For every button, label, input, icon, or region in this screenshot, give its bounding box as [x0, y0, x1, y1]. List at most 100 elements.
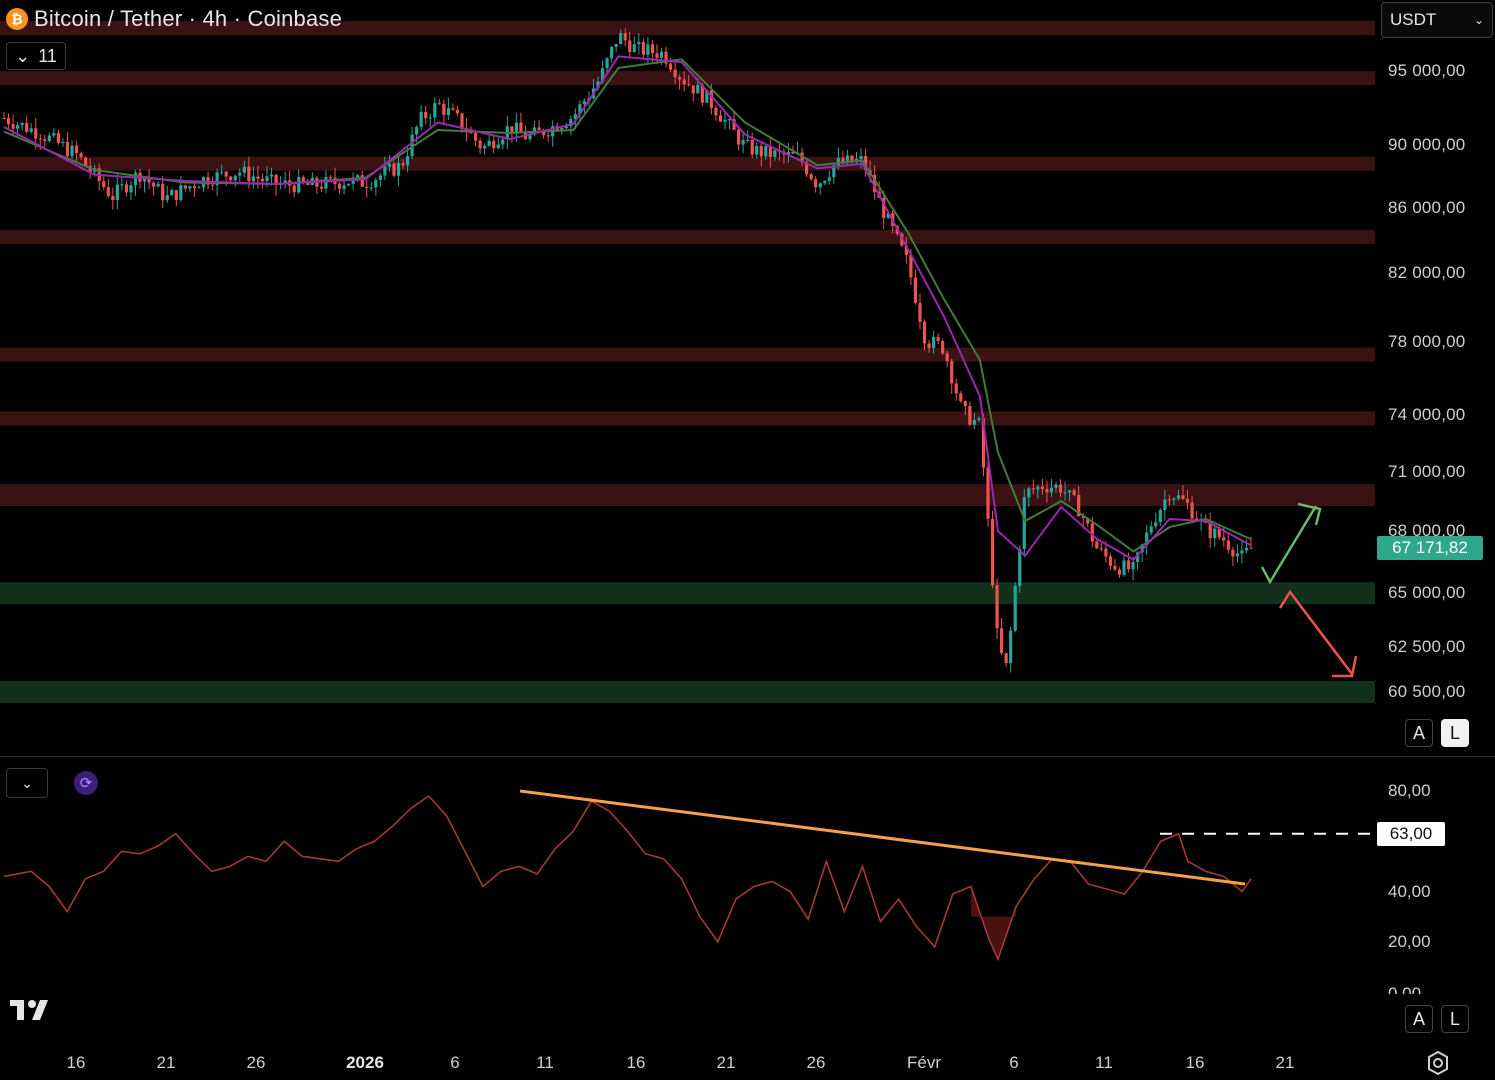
resistance-zone[interactable]: [0, 156, 1375, 171]
candle-body: [1222, 537, 1226, 541]
candle-body: [215, 172, 219, 186]
candle-body: [922, 321, 927, 344]
rsi-auto-scale-button[interactable]: A: [1405, 1005, 1433, 1033]
candle-body: [655, 53, 659, 58]
candle-body: [410, 134, 414, 157]
candle-body: [927, 343, 931, 349]
candle-body: [451, 108, 455, 110]
candle-body: [582, 101, 587, 105]
resistance-zone[interactable]: [0, 21, 1375, 35]
candle-body: [469, 132, 473, 134]
candle-body: [664, 51, 668, 64]
candle-body: [437, 103, 441, 105]
candle-body: [70, 145, 74, 157]
resistance-zone[interactable]: [0, 411, 1375, 426]
time-axis-label: 6: [1009, 1053, 1019, 1072]
time-axis-label: 11: [1095, 1053, 1113, 1072]
candle-body: [823, 180, 827, 184]
time-axis-label: 21: [156, 1053, 176, 1072]
candle-body: [1077, 494, 1081, 517]
candle-body: [328, 176, 333, 178]
candle-body: [1004, 653, 1008, 664]
candle-body: [401, 163, 405, 166]
rsi-chart[interactable]: [0, 757, 1495, 1037]
resistance-zone[interactable]: [0, 229, 1375, 244]
candle-body: [473, 133, 478, 141]
candle-body: [360, 175, 364, 187]
tradingview-logo: [10, 1000, 48, 1020]
candle-body: [229, 176, 233, 181]
rsi-oversold-fill: [970, 886, 1017, 960]
candle-body: [56, 133, 61, 144]
support-zone[interactable]: [0, 681, 1375, 703]
resistance-zone[interactable]: [0, 484, 1375, 507]
auto-scale-button[interactable]: A: [1405, 719, 1433, 747]
candle-body: [129, 185, 133, 193]
pane-divider[interactable]: [0, 756, 1495, 757]
price-axis-label: 71 000,00: [1388, 461, 1466, 481]
indicators-toggle-button[interactable]: ⌄ 11: [6, 42, 66, 70]
candle-body: [936, 336, 940, 341]
rsi-collapse-button[interactable]: ⌄: [6, 768, 48, 798]
chevron-down-icon: ⌄: [1473, 13, 1484, 27]
candle-body: [981, 418, 986, 468]
candle-body: [741, 140, 745, 145]
candle-body: [818, 183, 822, 188]
symbol-title[interactable]: Bitcoin / Tether · 4h · Coinbase: [34, 6, 343, 31]
candle-body: [759, 145, 763, 157]
currency-value: USDT: [1390, 10, 1437, 29]
candle-body: [1140, 544, 1144, 553]
candle-body: [34, 128, 38, 139]
candle-body: [678, 77, 682, 80]
sync-icon[interactable]: ⟳: [74, 771, 98, 795]
candle-body: [492, 140, 496, 149]
price-axis-label: 65 000,00: [1388, 583, 1466, 603]
candle-body: [1158, 510, 1162, 523]
price-axis-label: 68 000,00: [1388, 521, 1466, 541]
resistance-zone[interactable]: [0, 347, 1375, 362]
candle-body: [1045, 489, 1049, 493]
candle-body: [446, 108, 450, 116]
bearish-arrow[interactable]: [1278, 589, 1353, 675]
candle-body: [746, 139, 750, 141]
support-zone[interactable]: [0, 582, 1375, 605]
candle-body: [238, 172, 242, 176]
candle-body: [1163, 499, 1167, 511]
rsi-trendline: [519, 789, 1246, 886]
resistance-zone[interactable]: [0, 71, 1375, 86]
candle-body: [755, 145, 759, 155]
price-axis-label: 90 000,00: [1388, 135, 1466, 155]
ema-slow-line: [3, 58, 1252, 553]
candle-body: [428, 117, 432, 119]
log-scale-button[interactable]: L: [1441, 719, 1469, 747]
candle-body: [269, 174, 274, 177]
candle-body: [954, 383, 958, 394]
candle-body: [188, 186, 192, 189]
candle-body: [1249, 547, 1253, 549]
settings-gear-icon[interactable]: [1425, 1050, 1451, 1076]
candle-body: [1226, 540, 1230, 550]
candle-body: [696, 85, 700, 94]
candle-body: [882, 197, 886, 219]
bearish-arrowhead[interactable]: [1332, 655, 1358, 678]
candle-body: [995, 585, 999, 629]
currency-select[interactable]: USDT ⌄: [1381, 2, 1493, 38]
candle-body: [950, 361, 954, 384]
candle-body: [736, 129, 741, 145]
candle-body: [1235, 553, 1239, 557]
candle-body: [61, 142, 65, 144]
bullish-arrowhead[interactable]: [1297, 502, 1322, 526]
bullish-arrow[interactable]: [1260, 505, 1318, 585]
price-chart[interactable]: [0, 0, 1495, 757]
rsi-axis-label: 20,00: [1388, 931, 1431, 951]
candle-body: [111, 196, 115, 201]
candle-body: [727, 119, 732, 121]
candle-body: [247, 166, 251, 182]
candle-body: [142, 178, 147, 182]
candle-body: [886, 213, 890, 219]
candle-body: [714, 107, 718, 116]
time-axis-label: 26: [806, 1053, 826, 1072]
rsi-log-scale-button[interactable]: L: [1441, 1005, 1469, 1033]
candle-body: [274, 174, 278, 186]
candle-body: [873, 174, 877, 192]
